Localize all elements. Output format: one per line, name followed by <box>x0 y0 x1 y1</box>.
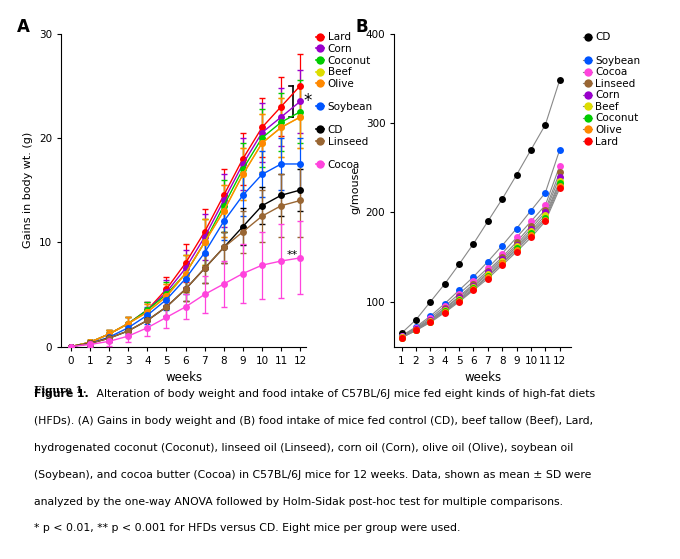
Text: B: B <box>356 18 368 36</box>
Legend: Lard, Corn, Coconut, Beef, Olive, , Soybean, , CD, Linseed, , Cocoa: Lard, Corn, Coconut, Beef, Olive, , Soyb… <box>316 32 373 170</box>
Text: A: A <box>17 18 30 36</box>
Text: Figure 1.: Figure 1. <box>34 386 86 395</box>
Text: * p < 0.01, ** p < 0.001 for HFDs versus CD. Eight mice per group were used.: * p < 0.01, ** p < 0.001 for HFDs versus… <box>34 523 460 533</box>
Y-axis label: Gains in body wt. (g): Gains in body wt. (g) <box>24 132 33 248</box>
X-axis label: weeks: weeks <box>165 371 202 384</box>
Text: analyzed by the one-way ANOVA followed by Holm-Sidak post-hoc test for multiple : analyzed by the one-way ANOVA followed b… <box>34 496 563 506</box>
Text: Alteration of body weight and food intake of C57BL/6J mice fed eight kinds of hi: Alteration of body weight and food intak… <box>92 389 595 399</box>
Text: *: * <box>303 92 311 110</box>
Text: hydrogenated coconut (Coconut), linseed oil (Linseed), corn oil (Corn), olive oi: hydrogenated coconut (Coconut), linseed … <box>34 443 573 453</box>
Legend: CD, , Soybean, Cocoa, Linseed, Corn, Beef, Coconut, Olive, Lard: CD, , Soybean, Cocoa, Linseed, Corn, Bee… <box>583 32 640 146</box>
Text: (HFDs). (A) Gains in body weight and (B) food intake of mice fed control (CD), b: (HFDs). (A) Gains in body weight and (B)… <box>34 416 593 426</box>
Text: (Soybean), and cocoa butter (Cocoa) in C57BL/6J mice for 12 weeks. Data, shown a: (Soybean), and cocoa butter (Cocoa) in C… <box>34 470 592 480</box>
Text: **: ** <box>287 250 298 260</box>
X-axis label: weeks: weeks <box>464 371 501 384</box>
Y-axis label: g/mouse: g/mouse <box>350 166 360 214</box>
Text: Figure 1.: Figure 1. <box>34 389 89 399</box>
